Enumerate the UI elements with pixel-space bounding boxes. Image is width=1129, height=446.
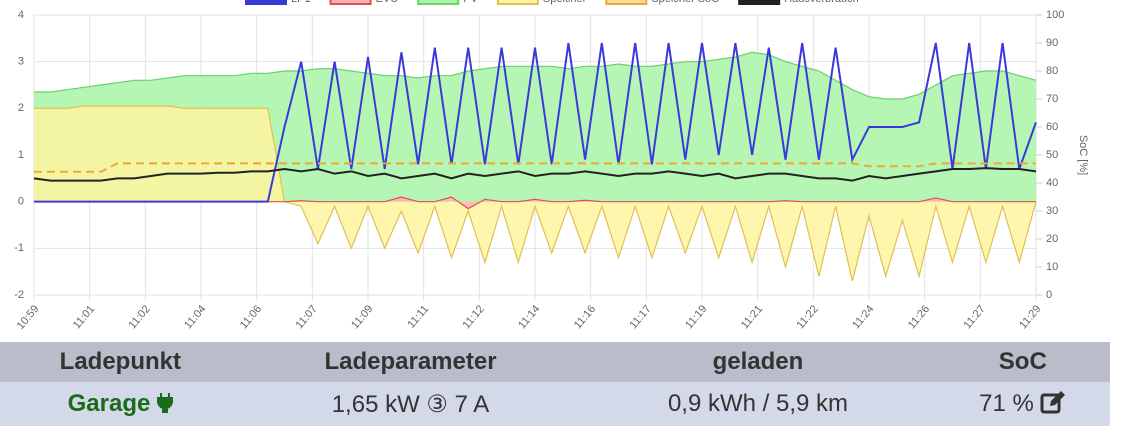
y-tick-label: 2 bbox=[18, 102, 24, 114]
legend-swatch bbox=[245, 0, 287, 5]
x-tick-label: 11:29 bbox=[1017, 303, 1043, 331]
x-tick-label: 11:24 bbox=[850, 303, 876, 331]
legend-swatch bbox=[417, 0, 460, 5]
soc-cell: 71 % bbox=[935, 382, 1110, 426]
legend-label: Speicher SoC bbox=[651, 0, 719, 5]
legend-label: Speicher bbox=[543, 0, 587, 5]
y-tick-label: 4 bbox=[18, 9, 24, 21]
x-tick-label: 11:02 bbox=[126, 303, 152, 331]
y2-tick-label: 30 bbox=[1046, 205, 1058, 217]
y-tick-label: -1 bbox=[14, 242, 24, 254]
plug-icon bbox=[157, 393, 174, 414]
y2-tick-label: 40 bbox=[1046, 177, 1058, 189]
y2-tick-label: 10 bbox=[1046, 261, 1058, 273]
y2-tick-label: 60 bbox=[1046, 121, 1058, 133]
chargepoint-cell[interactable]: Garage bbox=[0, 382, 241, 426]
series-line bbox=[34, 105, 1037, 282]
x-tick-label: 11:11 bbox=[405, 303, 431, 331]
x-tick-label: 11:17 bbox=[627, 303, 653, 331]
legend-label: PV bbox=[463, 0, 478, 5]
edit-icon[interactable] bbox=[1040, 390, 1066, 414]
chargepoint-name[interactable]: Garage bbox=[67, 390, 151, 417]
data-row: Garage 1,65 kW ③ 7 A 0,9 kWh / 5,9 km 71… bbox=[0, 382, 1110, 426]
x-tick-label: 11:16 bbox=[572, 303, 598, 331]
y2-tick-label: 90 bbox=[1046, 37, 1058, 49]
y2-tick-label: 80 bbox=[1046, 65, 1058, 77]
legend-label: LP1 bbox=[291, 0, 311, 5]
x-tick-label: 10:59 bbox=[15, 303, 42, 332]
x-tick-label: 11:04 bbox=[182, 303, 208, 331]
legend-swatch bbox=[605, 0, 648, 5]
x-tick-label: 11:22 bbox=[794, 303, 820, 331]
header-cell: geladen bbox=[580, 342, 936, 382]
y2-tick-label: 20 bbox=[1046, 233, 1058, 245]
series-line bbox=[34, 51, 1037, 100]
series-line bbox=[34, 42, 1037, 203]
param-cell: 1,65 kW ③ 7 A bbox=[240, 382, 581, 426]
x-tick-label: 11:21 bbox=[739, 303, 765, 331]
header-cell: Ladepunkt bbox=[0, 342, 241, 382]
x-tick-label: 11:26 bbox=[906, 303, 932, 331]
y2-axis-label: SoC [%] bbox=[1077, 135, 1089, 175]
x-tick-label: 11:01 bbox=[71, 303, 97, 331]
y-tick-label: -2 bbox=[14, 289, 24, 301]
y-tick-label: 3 bbox=[18, 56, 24, 68]
header-cell: Ladeparameter bbox=[240, 342, 581, 382]
header-cell: SoC bbox=[935, 342, 1110, 382]
soc-value: 71 % bbox=[979, 390, 1034, 417]
legend-label: EVU bbox=[376, 0, 399, 5]
x-tick-label: 11:19 bbox=[683, 303, 709, 331]
charge-table: Ladepunkt Ladeparameter geladen SoC Gara… bbox=[0, 342, 1110, 426]
y2-tick-label: 70 bbox=[1046, 93, 1058, 105]
legend-swatch bbox=[329, 0, 372, 5]
x-tick-label: 11:14 bbox=[516, 303, 542, 331]
y-tick-label: 1 bbox=[18, 149, 24, 161]
y2-tick-label: 50 bbox=[1046, 149, 1058, 161]
x-tick-label: 11:06 bbox=[238, 303, 264, 331]
legend-swatch bbox=[738, 0, 781, 5]
charged-cell: 0,9 kWh / 5,9 km bbox=[580, 382, 936, 426]
legend-swatch bbox=[496, 0, 539, 5]
x-tick-label: 11:07 bbox=[293, 303, 319, 331]
header-row: Ladepunkt Ladeparameter geladen SoC bbox=[0, 342, 1110, 382]
y2-tick-label: 0 bbox=[1046, 289, 1052, 301]
area-fill bbox=[34, 106, 1036, 281]
y2-tick-label: 100 bbox=[1046, 9, 1064, 21]
x-tick-label: 11:12 bbox=[460, 303, 486, 331]
series-line bbox=[34, 162, 1036, 173]
x-tick-label: 11:27 bbox=[961, 303, 987, 331]
y-tick-label: 0 bbox=[18, 196, 24, 208]
x-tick-label: 11:09 bbox=[349, 303, 375, 331]
chart: SoC [%] -2-10123401020304050607080901001… bbox=[14, 0, 1089, 332]
legend-label: Hausverbrauch bbox=[784, 0, 859, 5]
series-line bbox=[33, 167, 1037, 182]
